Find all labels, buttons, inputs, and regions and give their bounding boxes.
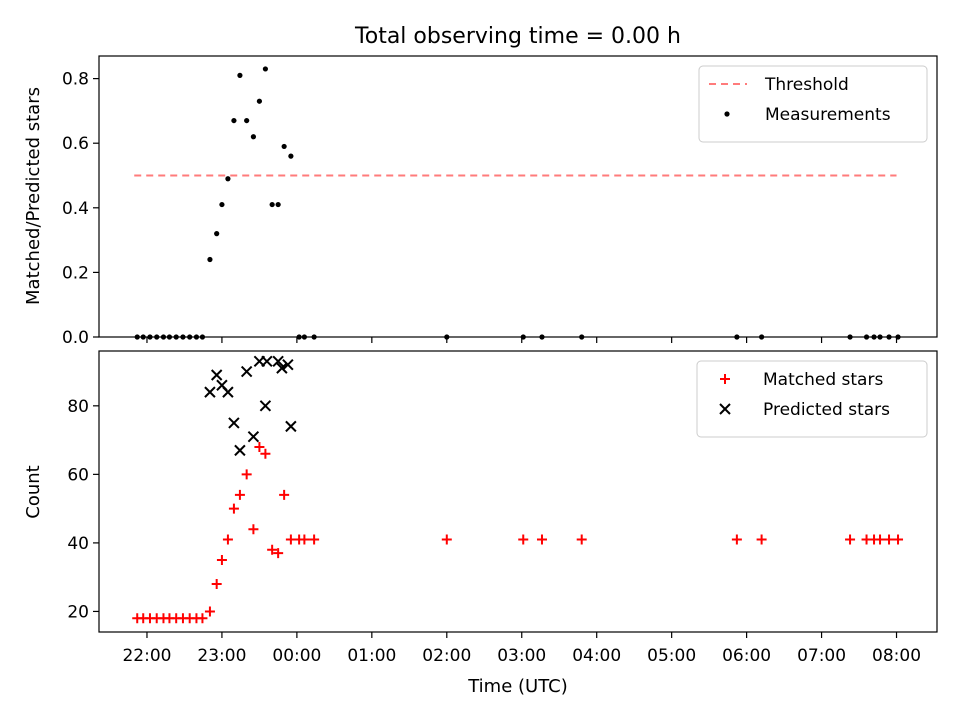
marker-matched-stars-21: [267, 544, 278, 555]
x-tick-label-4: 02:00: [422, 646, 471, 666]
legend-marker-matched-stars: [720, 374, 730, 384]
chart-marks: 0.0 0.2 0.4 0.6 0.8 Threshold Measurements 20 40…: [62, 55, 938, 666]
legend-marker-measurements: [724, 111, 730, 117]
x-tick-label-10: 08:00: [872, 646, 921, 666]
marker-matched-stars-32: [731, 534, 742, 545]
chart-title: Total observing time = 0.00 h: [354, 24, 681, 49]
y-tick-label-0-4: 0.8: [62, 70, 89, 90]
marker-measurements-14: [225, 176, 231, 182]
marker-measurements-12: [214, 231, 220, 237]
marker-predicted-stars-9: [259, 400, 272, 412]
legend-box-1: [696, 360, 928, 438]
marker-matched-stars-17: [241, 469, 252, 480]
legend-label-threshold: Threshold: [764, 75, 849, 95]
marker-matched-stars-28: [441, 534, 452, 545]
x-tick-label-6: 04:00: [572, 646, 621, 666]
marker-matched-stars-29: [518, 534, 529, 545]
marker-matched-stars-23: [279, 489, 290, 500]
legend-label-matched-stars: Matched stars: [763, 370, 883, 390]
x-tick-label-0: 22:00: [122, 646, 171, 666]
marker-matched-stars-14: [222, 534, 233, 545]
x-tick-label-5: 03:00: [497, 646, 546, 666]
marker-matched-stars-12: [211, 579, 222, 590]
marker-measurements-18: [250, 134, 257, 140]
marker-matched-stars-27: [309, 534, 320, 545]
x-tick-label-1: 23:00: [197, 646, 246, 666]
marker-predicted-stars-6: [240, 365, 253, 378]
y-tick-label-1-1: 40: [67, 534, 89, 554]
marker-measurements-21: [269, 201, 275, 208]
y-tick-label-1-2: 60: [67, 465, 89, 485]
marker-matched-stars-11: [204, 606, 215, 617]
marker-measurements-24: [288, 153, 294, 159]
x-tick-label-3: 01:00: [347, 646, 396, 666]
legend-box-0: [698, 65, 928, 143]
marker-measurements-23: [281, 143, 287, 150]
marker-matched-stars-39: [893, 534, 904, 545]
marker-matched-stars-10: [197, 613, 208, 624]
x-tick-label-8: 06:00: [722, 646, 771, 666]
marker-predicted-stars-14: [285, 420, 297, 433]
marker-measurements-15: [231, 117, 237, 124]
marker-matched-stars-34: [845, 534, 856, 545]
x-tick-label-9: 07:00: [797, 646, 846, 666]
marker-matched-stars-37: [875, 534, 886, 545]
marker-predicted-stars-7: [247, 430, 260, 443]
legend-marker-predicted-stars: [719, 403, 731, 415]
marker-matched-stars-18: [248, 524, 259, 535]
marker-matched-stars-33: [756, 534, 767, 545]
top-panel-y-axis-label: Matched/Predicted stars: [23, 87, 44, 305]
marker-matched-stars-31: [576, 534, 587, 545]
marker-matched-stars-13: [216, 555, 227, 566]
marker-matched-stars-19: [254, 441, 265, 452]
marker-measurements-17: [244, 117, 250, 124]
marker-predicted-stars-1: [210, 369, 223, 381]
x-tick-label-2: 00:00: [272, 646, 321, 666]
marker-predicted-stars-11: [272, 355, 284, 367]
marker-matched-stars-30: [536, 534, 547, 545]
y-tick-label-0-0: 0.0: [62, 328, 89, 348]
marker-predicted-stars-10: [261, 355, 273, 367]
marker-measurements-16: [237, 72, 243, 78]
x-tick-label-7: 05:00: [647, 646, 696, 666]
y-tick-label-0-2: 0.4: [62, 199, 89, 219]
marker-predicted-stars-3: [222, 386, 234, 398]
marker-predicted-stars-5: [234, 444, 246, 457]
y-tick-label-0-3: 0.6: [62, 134, 89, 154]
marker-predicted-stars-4: [228, 417, 240, 429]
marker-matched-stars-22: [273, 548, 284, 559]
y-tick-label-0-1: 0.2: [62, 263, 89, 283]
marker-predicted-stars-13: [282, 358, 294, 371]
marker-predicted-stars-0: [204, 386, 216, 398]
marker-measurements-20: [262, 66, 269, 72]
bottom-panel-y-axis-label: Count: [23, 465, 44, 518]
y-tick-label-1-0: 20: [67, 602, 89, 622]
marker-matched-stars-26: [299, 534, 310, 545]
marker-measurements-19: [256, 98, 263, 104]
legend-label-measurements: Measurements: [765, 105, 891, 125]
panel-frame-1: [98, 350, 938, 633]
marker-matched-stars-38: [884, 534, 895, 545]
marker-measurements-13: [219, 201, 225, 208]
y-tick-label-1-3: 80: [67, 397, 89, 417]
panel-frame-0: [98, 55, 938, 338]
legend-label-predicted-stars: Predicted stars: [763, 400, 890, 420]
marker-matched-stars-15: [228, 503, 239, 514]
marker-measurements-22: [275, 201, 281, 208]
x-axis-label: Time (UTC): [467, 676, 568, 697]
marker-measurements-11: [207, 256, 213, 263]
marker-predicted-stars-12: [276, 362, 288, 374]
marker-matched-stars-20: [260, 448, 271, 459]
marker-matched-stars-16: [234, 489, 245, 500]
